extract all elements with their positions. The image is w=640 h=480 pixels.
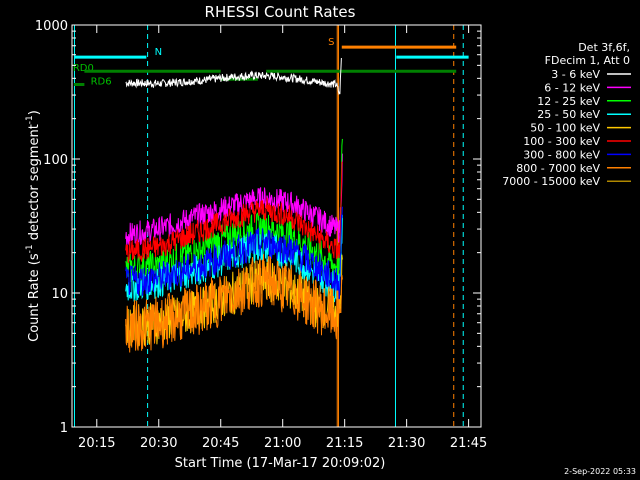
footer-timestamp: 2-Sep-2022 05:33 [564, 467, 636, 476]
plot-frame [71, 24, 482, 428]
x-tick-label-6: 21:45 [450, 436, 487, 451]
y-axis-label-sup2: -1 [25, 115, 35, 124]
legend-label-0: 3 - 6 keV [551, 68, 600, 81]
legend-header-1: FDecim 1, Att 0 [545, 54, 630, 67]
legend-label-6: 300 - 800 keV [523, 148, 600, 161]
series-0-line [125, 57, 342, 96]
y-tick-label-2: 100 [43, 153, 68, 168]
y-axis-label: Count Rate (s-1 detector segment-1) [25, 110, 42, 342]
legend-label-2: 12 - 25 keV [537, 95, 600, 108]
x-tick-label-0: 20:15 [78, 436, 115, 451]
x-tick-label-2: 20:45 [202, 436, 239, 451]
legend-label-3: 25 - 50 keV [537, 108, 600, 121]
series-5-line [125, 161, 343, 264]
legend-label-8: 7000 - 15000 keV [502, 175, 600, 188]
series-6-line [125, 206, 343, 301]
chart-title: RHESSI Count Rates [205, 3, 356, 21]
legend-label-7: 800 - 7000 keV [516, 162, 600, 175]
x-tick-label-5: 21:30 [388, 436, 425, 451]
y-axis-label-sup1: -1 [25, 244, 35, 253]
series-1-line [125, 153, 343, 247]
x-tick-label-1: 20:30 [140, 436, 177, 451]
legend-header-0: Det 3f,6f, [578, 41, 630, 54]
series-7-line [125, 254, 343, 353]
legend-label-4: 50 - 100 keV [530, 122, 600, 135]
x-axis-label: Start Time (17-Mar-17 20:09:02) [175, 456, 386, 471]
x-axis: 20:15 20:30 20:45 21:00 21:15 21:30 21:45 [78, 25, 487, 451]
y-axis-label-end: ) [27, 110, 42, 115]
plot-area: N S RD0 RD6 [73, 25, 469, 427]
x-tick-label-3: 21:00 [264, 436, 301, 451]
y-axis: 1 10 100 1000 [35, 19, 481, 436]
flag-label-n: N [155, 47, 162, 58]
flag-label-rd6: RD6 [91, 76, 112, 87]
legend-label-5: 100 - 300 keV [523, 135, 600, 148]
x-tick-label-4: 21:15 [326, 436, 363, 451]
y-axis-label-main: Count Rate (s [27, 253, 42, 342]
legend-label-1: 6 - 12 keV [544, 81, 600, 94]
y-tick-label-3: 1000 [35, 19, 68, 34]
flag-label-s: S [328, 37, 334, 48]
y-tick-label-1: 10 [51, 287, 68, 302]
y-tick-label-0: 1 [60, 421, 68, 436]
flag-label-rd0: RD0 [73, 63, 94, 74]
y-axis-label-mid: detector segment [27, 124, 42, 244]
